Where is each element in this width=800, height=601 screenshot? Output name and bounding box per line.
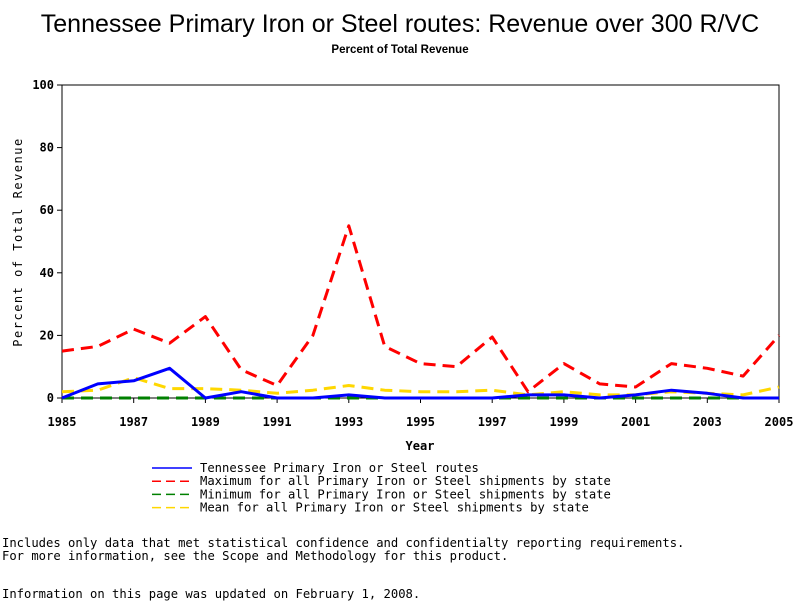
y-tick-label: 20 xyxy=(40,328,54,342)
series-line-2 xyxy=(61,224,781,394)
legend-label: Maximum for all Primary Iron or Steel sh… xyxy=(200,474,611,488)
y-tick-label: 80 xyxy=(40,141,54,155)
x-tick-label: 2001 xyxy=(621,415,650,429)
x-tick-label: 2005 xyxy=(765,415,794,429)
x-tick-label: 1991 xyxy=(263,415,292,429)
x-tick-label: 2003 xyxy=(693,415,722,429)
series-line-1 xyxy=(61,366,779,400)
chart-subtitle: Percent of Total Revenue xyxy=(331,44,468,56)
x-tick-label: 1999 xyxy=(549,415,578,429)
legend: Tennessee Primary Iron or Steel routesMa… xyxy=(152,461,611,515)
x-tick-label: 1997 xyxy=(478,415,507,429)
x-axis-label: Year xyxy=(406,439,435,453)
legend-label: Mean for all Primary Iron or Steel shipm… xyxy=(200,501,589,515)
plot-area: 0 20 40 60 80 100 1985 1987 1989 1991 1993 1995 1997… xyxy=(32,78,793,429)
series-line-4 xyxy=(61,376,780,397)
y-tick-label: 0 xyxy=(47,391,54,405)
legend-label: Minimum for all Primary Iron or Steel sh… xyxy=(200,487,611,501)
y-axis-label: Percent of Total Revenue xyxy=(11,137,25,346)
note-updated: Information on this page was updated on … xyxy=(2,587,421,601)
note-methodology: For more information, see the Scope and … xyxy=(2,549,509,563)
note-confidence: Includes only data that met statistical … xyxy=(2,536,685,550)
chart-title: Tennessee Primary Iron or Steel routes: … xyxy=(41,10,759,38)
x-tick-label: 1993 xyxy=(334,415,363,429)
y-tick-label: 100 xyxy=(32,78,54,92)
plot-frame xyxy=(61,84,780,399)
x-tick-label: 1995 xyxy=(406,415,435,429)
x-tick-label: 1985 xyxy=(48,415,77,429)
legend-label: Tennessee Primary Iron or Steel routes xyxy=(200,461,479,475)
y-tick-label: 60 xyxy=(40,203,54,217)
x-tick-label: 1987 xyxy=(119,415,148,429)
y-tick-label: 40 xyxy=(40,266,54,280)
x-tick-label: 1989 xyxy=(191,415,220,429)
